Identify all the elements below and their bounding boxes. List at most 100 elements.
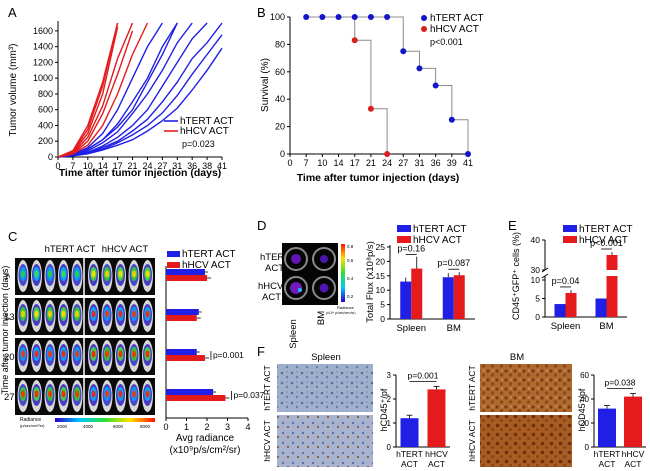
bli-signal: [34, 350, 39, 358]
panel-f-image-label: hTERT ACT: [467, 365, 477, 411]
panel-a-pvalue: p=0.023: [182, 139, 215, 149]
bli-signal: [75, 270, 79, 278]
bli-signal: [132, 270, 136, 278]
x-tick-label: ACT: [599, 459, 616, 469]
y-tick-label: 20: [376, 256, 386, 266]
row-day-label: 13: [4, 312, 15, 323]
y-tick-label: 100: [270, 12, 285, 22]
x-tick-label: 27: [398, 158, 408, 168]
colorbar-gradient: [55, 418, 155, 422]
row-day-label: 27: [4, 392, 15, 403]
p-value: p=0.04: [552, 276, 580, 286]
bli-signal: [61, 390, 66, 398]
panel-a-legend: hTERT ACT hHCV ACT: [164, 116, 234, 137]
x-tick-label: 36: [187, 161, 197, 171]
colorbar-tick: 0.8: [347, 244, 354, 249]
panel-b-axes: 0 7 10 14 17 21 24 27 31 36 39 41 0 20 40 60 80 100: [270, 12, 473, 168]
panel-a: A 0 7 10 14 17 21 24 27 31 36 38 410200400600800100…: [8, 5, 234, 179]
bar-hHCV: [565, 292, 577, 317]
bli-signal: [61, 270, 66, 278]
axis-break-mark: [541, 273, 549, 279]
x-tick-label: 21: [128, 161, 138, 171]
legend-swatch-hHCV: [563, 236, 577, 243]
panel-c-colorbar: Radiance (p/sec/cm²/sr) 2000 4000 6000 8…: [20, 417, 155, 429]
bli-signal: [145, 350, 150, 358]
bli-signal: [118, 310, 123, 318]
bli-signal: [145, 390, 150, 398]
panel-d-colorbar: 0.8 0.6 0.4 0.2 Radiance (x10⁴ p/sec/cm²…: [326, 244, 356, 315]
bli-signal: [34, 270, 39, 278]
x-tick-label: 0: [55, 161, 60, 171]
y-tick-label: 2: [387, 395, 392, 404]
bli-signal: [91, 310, 96, 318]
y-tick-label: 400: [38, 120, 53, 130]
colorbar-tick: 0.2: [347, 294, 354, 299]
y-tick-label: 20: [275, 122, 285, 132]
x-tick-label: 10: [317, 158, 327, 168]
bli-signal: [118, 350, 123, 358]
growth-curve: [57, 22, 178, 158]
survival-step-hHCV: [338, 16, 388, 154]
survival-point-hTERT: [465, 151, 471, 157]
legend-label-hHCV: hHCV ACT: [180, 126, 229, 137]
legend-label-hHCV: hHCV ACT: [430, 24, 479, 35]
panel-d-image-label-hHCV-2: ACT: [262, 292, 281, 303]
panel-a-xlabel: Time after tumor injection (days): [59, 167, 222, 179]
survival-point-hTERT: [351, 14, 358, 20]
x-tick-label: Spleen: [396, 323, 426, 334]
well: [284, 247, 308, 271]
x-tick-label: 14: [334, 158, 344, 168]
survival-point-hHCV: [384, 151, 391, 157]
panel-d-ylabel: Total Flux (x10⁸p/s): [365, 241, 376, 323]
y-tick-label: 10: [531, 275, 541, 285]
panel-label-f: F: [257, 344, 265, 359]
bli-signal: [48, 270, 52, 278]
colorbar-title: Radiance: [337, 305, 355, 310]
survival-point-hTERT: [448, 116, 455, 123]
bli-signal: [61, 350, 66, 358]
x-tick-label: BM: [599, 321, 613, 332]
x-tick-label: 7: [70, 161, 75, 171]
bli-signal: [105, 270, 109, 278]
y-tick-label: 15: [376, 271, 386, 281]
y-tick-label: 40: [275, 94, 285, 104]
bar-hTERT: [554, 304, 566, 317]
legend-swatch-hHCV: [397, 236, 411, 243]
x-tick-label: 41: [217, 161, 227, 171]
panel-label-c: C: [8, 229, 17, 244]
y-tick-label: 1400: [33, 42, 53, 52]
bli-signal: [118, 270, 123, 278]
well: [284, 276, 308, 300]
bli-signal: [75, 350, 79, 358]
y-tick-label: 5: [535, 294, 540, 304]
bli-signal: [145, 310, 150, 318]
legend-label-hHCV: hHCV ACT: [579, 235, 628, 246]
ihc-image-bm-hHCV: [480, 415, 572, 467]
legend-marker-hTERT: [421, 15, 427, 21]
y-tick-label: 0: [48, 152, 53, 162]
x-tick-label: 2: [204, 422, 209, 432]
survival-point-hHCV: [367, 105, 374, 112]
y-tick-label: 10: [376, 285, 386, 295]
legend-label-hTERT: hTERT ACT: [180, 116, 234, 127]
legend-swatch-hTERT: [563, 225, 577, 232]
survival-point-hTERT: [384, 14, 391, 20]
panel-b: B 0 7 10 14 17 21 24 27 31 36 39 41 0 20 40 60 80 100 Sur…: [257, 5, 484, 184]
bli-signal: [91, 270, 96, 278]
bar-hTERT: [400, 418, 419, 447]
legend-label-hHCV: hHCV ACT: [413, 235, 462, 246]
survival-point-hTERT: [416, 65, 423, 72]
legend-label-hHCV: hHCV ACT: [182, 260, 231, 271]
colorbar-tick: 6000: [113, 424, 124, 429]
panel-c-bli-images: 7 13 20 27: [4, 258, 155, 415]
panel-d-legend: hTERT ACT hHCV ACT: [397, 224, 467, 246]
bli-signal: [34, 390, 39, 398]
ihc-image-bm-hTERT: [480, 364, 572, 412]
y-tick-label: 80: [275, 39, 285, 49]
bar-hHCV: [624, 396, 642, 447]
legend-label-hTERT: hTERT ACT: [182, 249, 236, 260]
x-tick-label: 17: [350, 158, 360, 168]
bli-well-plate: [282, 243, 338, 305]
panel-f-bm-title: BM: [510, 352, 524, 363]
